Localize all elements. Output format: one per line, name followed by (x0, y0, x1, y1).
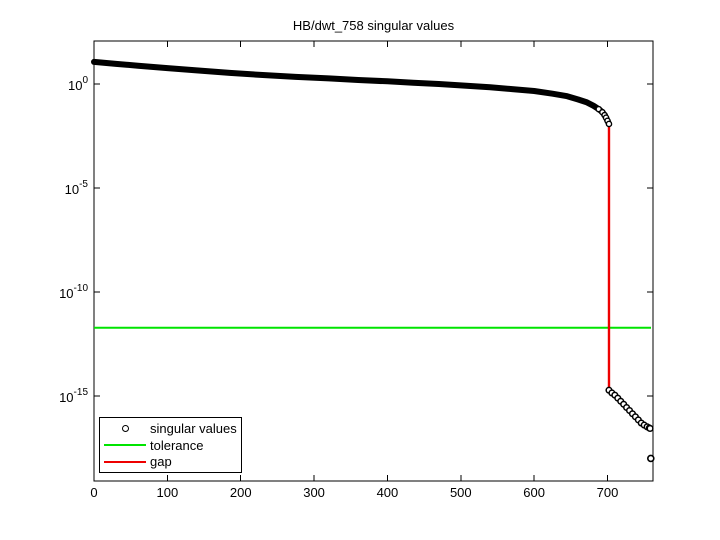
legend-label-singular-values: singular values (150, 420, 237, 436)
x-tick-label: 700 (597, 485, 619, 500)
singular-value-marker (646, 424, 654, 433)
chart-title: HB/dwt_758 singular values (292, 18, 455, 33)
y-tick-label: 10-5 (65, 179, 89, 197)
x-tick-label: 600 (523, 485, 545, 500)
y-tick-label: 10-10 (59, 283, 88, 301)
legend-label-tolerance: tolerance (150, 437, 204, 453)
outlier-marker (646, 454, 655, 463)
y-tick-label: 10-15 (59, 387, 88, 405)
singular-values-curve (91, 58, 612, 127)
x-tick-label: 300 (303, 485, 325, 500)
legend-item-singular-values: singular values (100, 420, 241, 437)
circle-marker-icon (100, 424, 150, 432)
gap-line-icon (100, 460, 150, 463)
singular-value-marker (605, 120, 613, 128)
x-tick-label: 100 (157, 485, 179, 500)
x-tick-label: 0 (90, 485, 97, 500)
x-tick-label: 500 (450, 485, 472, 500)
x-tick-label: 200 (230, 485, 252, 500)
legend: singular values tolerance gap (99, 417, 242, 473)
legend-item-tolerance: tolerance (100, 437, 241, 454)
axes-box (93, 40, 654, 482)
legend-item-gap: gap (100, 453, 241, 470)
legend-label-gap: gap (150, 454, 172, 470)
tolerance-line-icon (100, 444, 150, 446)
y-tick-label: 100 (68, 75, 88, 93)
x-tick-label: 400 (377, 485, 399, 500)
